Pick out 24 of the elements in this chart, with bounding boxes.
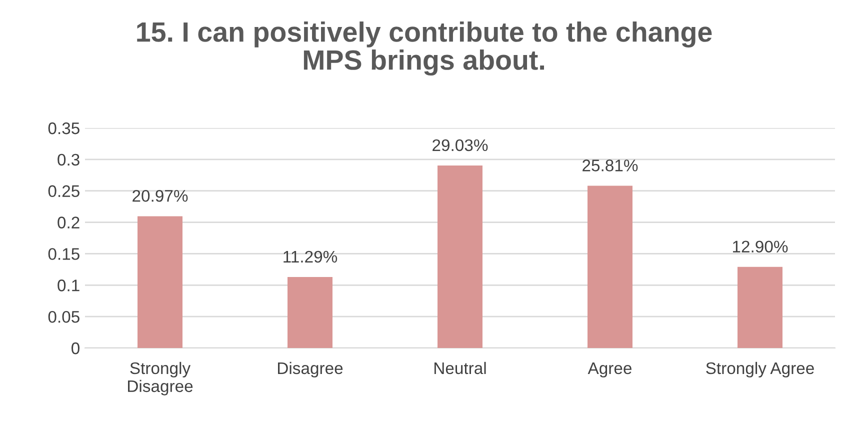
x-tick-label: Disagree: [278, 362, 343, 378]
data-label: 11.29%: [284, 250, 338, 263]
chart-title: 15. I can positively contribute to the change MPS brings about.: [137, 22, 712, 76]
bar: [588, 186, 632, 348]
data-label: 29.03%: [432, 139, 488, 152]
data-label: 20.97%: [132, 190, 188, 202]
data-label: 12.90%: [733, 240, 788, 253]
y-tick-label: 0.25: [48, 185, 80, 198]
bar: [288, 277, 332, 348]
x-tick-label: Agree: [588, 362, 632, 378]
bar: [738, 266, 782, 348]
y-tick-label: 0.1: [58, 280, 80, 292]
x-tick-label: Neutral: [434, 362, 486, 374]
bar: [438, 166, 482, 348]
x-tick-label: Strongly Disagree: [128, 362, 193, 396]
y-tick-label: 0.35: [48, 122, 80, 134]
y-tick-label: 0.2: [58, 216, 80, 228]
bar: [138, 216, 182, 348]
y-tick-label: 0.05: [48, 310, 80, 323]
x-tick-label: Strongly Agree: [706, 362, 814, 378]
data-label: 25.81%: [582, 160, 638, 172]
y-tick-label: 0.15: [48, 248, 80, 260]
y-tick-label: 0.3: [58, 154, 80, 166]
y-tick-label: 0: [72, 342, 80, 354]
